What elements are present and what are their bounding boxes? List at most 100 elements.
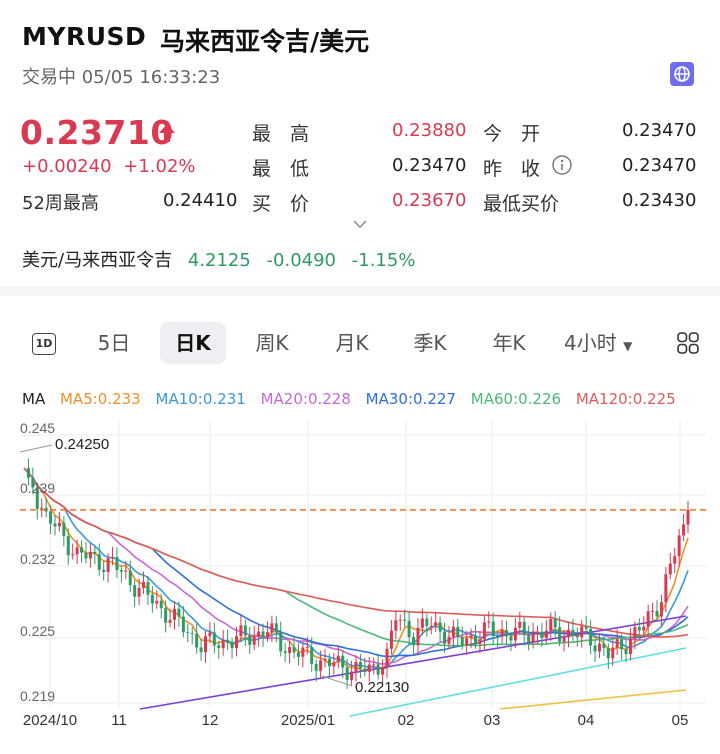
candle-body bbox=[673, 556, 677, 564]
ma5-value: MA5:0.233 bbox=[59, 390, 141, 408]
candle-body bbox=[274, 623, 278, 633]
tab-quarter-k[interactable]: 季K bbox=[413, 331, 447, 355]
candle-body bbox=[385, 648, 389, 668]
tab-4h[interactable]: 4小时 ▼ bbox=[564, 322, 632, 364]
candle-body bbox=[111, 557, 115, 559]
candle-body bbox=[659, 602, 663, 617]
y-tick-label: 0.225 bbox=[20, 623, 55, 639]
reference-pair-change: -0.0490 bbox=[266, 250, 337, 271]
grid-icon[interactable] bbox=[676, 331, 700, 359]
high-value: 0.23880 bbox=[392, 120, 467, 141]
ma60-value: MA60:0.226 bbox=[470, 390, 562, 408]
ma120-line bbox=[23, 467, 689, 638]
candle-body bbox=[558, 627, 562, 642]
candle-body bbox=[482, 622, 486, 640]
candle-body bbox=[301, 647, 305, 657]
week52-high-value: 0.24410 bbox=[163, 190, 238, 211]
globe-icon[interactable] bbox=[670, 62, 694, 86]
candle-body bbox=[57, 522, 61, 527]
symbol-code: MYRUSD bbox=[22, 22, 147, 51]
chart-labels: 0.245 0.239 0.232 0.225 0.219 2024/10 11 12 2025… bbox=[19, 420, 706, 729]
candle-body bbox=[93, 551, 97, 554]
candle-body bbox=[460, 637, 464, 646]
candle-body bbox=[173, 608, 177, 620]
high-annotation: 0.24250 bbox=[55, 436, 109, 453]
open-label: 今 开 bbox=[483, 123, 541, 145]
high-label: 最 高 bbox=[252, 123, 310, 145]
candle-body bbox=[566, 629, 570, 638]
tab-1d[interactable]: 1D bbox=[32, 333, 56, 355]
caret-down-icon: ▼ bbox=[623, 339, 633, 353]
candle-body bbox=[323, 658, 327, 661]
tab-week-k[interactable]: 周K bbox=[255, 331, 289, 355]
candle-body bbox=[549, 619, 553, 631]
candle-body bbox=[102, 569, 106, 572]
tab-year-k[interactable]: 年K bbox=[492, 331, 526, 355]
candle-body bbox=[407, 620, 411, 638]
period-tabs: 1D 5日 日K 周K 月K 季K 年K 4小时 ▼ bbox=[0, 322, 720, 368]
candles bbox=[26, 458, 690, 689]
low-value: 0.23470 bbox=[392, 155, 467, 176]
candle-body bbox=[177, 608, 181, 617]
candle-body bbox=[575, 635, 579, 638]
candle-body bbox=[363, 668, 367, 672]
candle-body bbox=[593, 645, 597, 652]
candle-body bbox=[664, 574, 668, 603]
bid-value: 0.23670 bbox=[392, 190, 467, 211]
candle-body bbox=[513, 627, 517, 641]
ma-long-yellow-line bbox=[499, 689, 687, 710]
candle-body bbox=[243, 625, 247, 636]
candle-body bbox=[522, 621, 526, 635]
y-tick-label: 0.239 bbox=[20, 480, 55, 496]
candle-body bbox=[40, 507, 44, 509]
candle-body bbox=[628, 638, 632, 655]
tab-day-k[interactable]: 日K bbox=[160, 322, 226, 364]
candle-body bbox=[381, 667, 385, 675]
tab-month-k[interactable]: 月K bbox=[335, 331, 369, 355]
candle-body bbox=[248, 635, 252, 645]
ma-label: MA bbox=[22, 390, 46, 408]
candle-body bbox=[150, 594, 154, 604]
candle-body bbox=[425, 618, 429, 626]
candle-body bbox=[142, 581, 146, 588]
candle-body bbox=[190, 633, 194, 635]
candle-body bbox=[686, 509, 690, 525]
candle-body bbox=[164, 608, 168, 623]
x-tick-label: 05 bbox=[672, 712, 689, 729]
candle-body bbox=[341, 655, 345, 668]
reference-pair-row[interactable]: 美元/马来西亚令吉 4.2125 -0.0490 -1.15% bbox=[22, 246, 415, 272]
candle-body bbox=[589, 628, 593, 646]
ma250-line bbox=[139, 615, 687, 710]
candle-body bbox=[469, 635, 473, 639]
candle-body bbox=[53, 523, 57, 527]
candle-body bbox=[230, 642, 234, 649]
reference-pair-change-percent: -1.15% bbox=[351, 250, 416, 271]
candle-body bbox=[133, 585, 137, 597]
arrow-up-icon bbox=[158, 123, 176, 147]
x-tick-label: 11 bbox=[111, 712, 127, 729]
candle-body bbox=[97, 553, 101, 570]
open-value: 0.23470 bbox=[622, 120, 697, 141]
candle-body bbox=[540, 631, 544, 638]
candle-body bbox=[186, 632, 190, 634]
symbol-name: 马来西亚令吉/美元 bbox=[160, 27, 370, 56]
candlestick-chart[interactable]: 0.245 0.239 0.232 0.225 0.219 2024/10 11 12 2025… bbox=[0, 416, 720, 754]
candle-body bbox=[580, 626, 584, 638]
candle-body bbox=[535, 631, 539, 634]
candle-body bbox=[398, 619, 402, 621]
candle-body bbox=[416, 627, 420, 646]
candle-body bbox=[646, 611, 650, 627]
tab-5d[interactable]: 5日 bbox=[97, 331, 131, 355]
candle-body bbox=[491, 621, 495, 636]
info-icon[interactable] bbox=[551, 154, 573, 180]
candle-body bbox=[571, 629, 575, 636]
candle-body bbox=[119, 569, 123, 572]
candle-body bbox=[655, 610, 659, 617]
candle-body bbox=[146, 581, 150, 595]
candle-body bbox=[155, 600, 159, 604]
candle-body bbox=[345, 667, 349, 680]
chevron-down-icon[interactable] bbox=[352, 214, 368, 233]
ma30-value: MA30:0.227 bbox=[365, 390, 456, 408]
candle-body bbox=[584, 626, 588, 629]
candle-body bbox=[137, 587, 141, 597]
